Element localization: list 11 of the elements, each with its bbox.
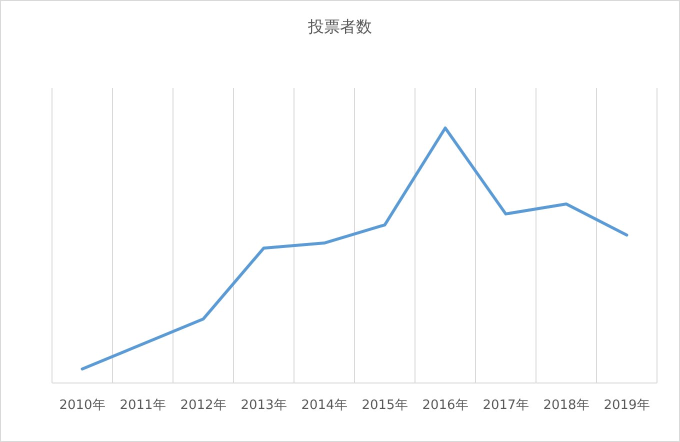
chart-title: 投票者数 (307, 17, 372, 36)
x-tick-label: 2017年 (482, 398, 529, 414)
x-tick-label: 2015年 (362, 398, 408, 414)
x-tick-label: 2011年 (120, 398, 166, 414)
x-tick-label: 2019年 (604, 398, 650, 414)
x-tick-label: 2013年 (240, 398, 287, 414)
x-tick-label: 2018年 (543, 398, 590, 414)
x-tick-label: 2012年 (180, 398, 226, 414)
x-tick-label: 2016年 (422, 398, 468, 414)
x-tick-label: 2010年 (59, 398, 106, 414)
x-tick-label: 2014年 (301, 398, 348, 414)
